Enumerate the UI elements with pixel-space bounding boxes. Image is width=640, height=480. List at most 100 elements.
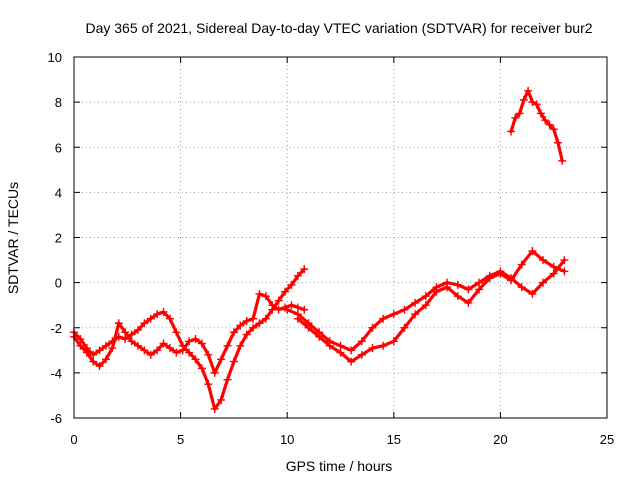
- data-point-marker: [146, 314, 155, 323]
- y-axis-label: SDTVAR / TECUs: [5, 182, 21, 294]
- data-point-marker: [515, 109, 524, 118]
- data-point-marker: [496, 269, 505, 278]
- data-point-marker: [411, 298, 420, 307]
- data-point-marker: [553, 138, 562, 147]
- data-point-marker: [453, 292, 462, 301]
- data-point-marker: [507, 127, 516, 136]
- y-tick-label: -4: [50, 366, 62, 381]
- data-point-marker: [464, 298, 473, 307]
- data-point-marker: [293, 271, 302, 280]
- data-point-marker: [76, 341, 85, 350]
- data-point-marker: [293, 303, 302, 312]
- data-point-marker: [185, 348, 194, 357]
- data-point-marker: [281, 287, 290, 296]
- data-point-marker: [411, 310, 420, 319]
- data-point-marker: [549, 269, 558, 278]
- data-point-marker: [236, 341, 245, 350]
- data-point-marker: [274, 305, 283, 314]
- series-track-c: [283, 256, 569, 355]
- data-point-marker: [443, 283, 452, 292]
- data-point-marker: [172, 348, 181, 357]
- data-point-marker: [432, 287, 441, 296]
- data-point-marker: [242, 330, 251, 339]
- data-point-marker: [517, 260, 526, 269]
- data-point-marker: [261, 314, 270, 323]
- data-point-marker: [274, 296, 283, 305]
- data-point-marker: [121, 328, 130, 337]
- x-tick-label: 25: [600, 432, 614, 447]
- x-tick-label: 15: [387, 432, 401, 447]
- x-tick-label: 5: [177, 432, 184, 447]
- data-point-marker: [389, 310, 398, 319]
- data-point-marker: [347, 346, 356, 355]
- data-point-marker: [127, 337, 136, 346]
- data-point-marker: [304, 323, 313, 332]
- data-point-marker: [421, 301, 430, 310]
- data-point-marker: [229, 357, 238, 366]
- data-point-marker: [528, 247, 537, 256]
- data-point-marker: [140, 319, 149, 328]
- data-point-marker: [536, 109, 545, 118]
- data-point-marker: [178, 346, 187, 355]
- y-tick-label: 0: [55, 276, 62, 291]
- data-point-marker: [101, 355, 110, 364]
- data-point-marker: [153, 346, 162, 355]
- data-point-marker: [368, 344, 377, 353]
- data-point-marker: [511, 113, 520, 122]
- data-point-marker: [389, 337, 398, 346]
- data-point-marker: [191, 355, 200, 364]
- data-point-marker: [89, 350, 98, 359]
- data-point-marker: [293, 314, 302, 323]
- y-tick-label: -6: [50, 411, 62, 426]
- data-point-marker: [255, 319, 264, 328]
- data-point-marker: [379, 314, 388, 323]
- data-point-marker: [545, 120, 554, 129]
- data-point-marker: [204, 380, 213, 389]
- data-point-marker: [140, 346, 149, 355]
- data-point-marker: [223, 341, 232, 350]
- data-point-marker: [197, 364, 206, 373]
- data-point-marker: [464, 285, 473, 294]
- data-point-marker: [475, 285, 484, 294]
- series-trace: [296, 249, 567, 364]
- data-point-marker: [549, 262, 558, 271]
- y-tick-label: 4: [55, 185, 62, 200]
- axis-ticks: 0 5 10 15 20 25 -6 -4 -2 0 2 4 6 8 10: [48, 50, 615, 447]
- data-point-marker: [121, 335, 130, 344]
- y-tick-label: 10: [48, 50, 62, 65]
- data-point-marker: [287, 280, 296, 289]
- data-point-marker: [507, 276, 516, 285]
- data-point-marker: [82, 348, 91, 357]
- data-point-marker: [357, 350, 366, 359]
- data-point-marker: [146, 350, 155, 359]
- y-tick-label: 2: [55, 231, 62, 246]
- data-point-marker: [108, 344, 117, 353]
- data-point-marker: [300, 265, 309, 274]
- data-point-marker: [336, 341, 345, 350]
- data-point-marker: [539, 256, 548, 265]
- data-point-marker: [76, 335, 85, 344]
- data-point-marker: [558, 156, 567, 165]
- data-point-marker: [325, 341, 334, 350]
- data-point-marker: [400, 323, 409, 332]
- data-point-marker: [95, 362, 104, 371]
- data-point-marker: [159, 339, 168, 348]
- data-point-marker: [347, 357, 356, 366]
- series-track-d: [293, 247, 569, 366]
- data-point-marker: [217, 355, 226, 364]
- data-point-marker: [287, 301, 296, 310]
- data-point-marker: [204, 350, 213, 359]
- x-axis-label: GPS time / hours: [286, 458, 393, 474]
- data-point-marker: [539, 278, 548, 287]
- data-point-marker: [127, 330, 136, 339]
- data-point-marker: [560, 256, 569, 265]
- series-track-a: [70, 265, 309, 413]
- data-point-marker: [560, 267, 569, 276]
- data-point-marker: [242, 316, 251, 325]
- y-tick-label: 6: [55, 140, 62, 155]
- data-point-marker: [210, 404, 219, 413]
- data-point-marker: [453, 280, 462, 289]
- data-point-marker: [268, 301, 277, 310]
- data-point-marker: [255, 289, 264, 298]
